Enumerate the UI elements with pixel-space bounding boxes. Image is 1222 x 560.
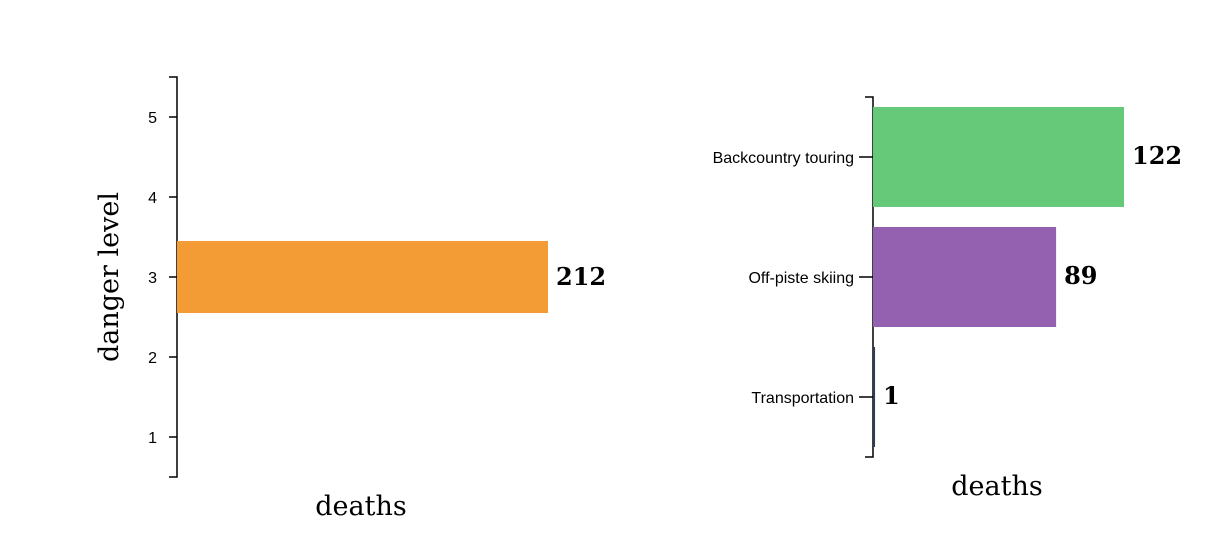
activity-x-axis-title: deaths	[951, 471, 1042, 502]
activity-bar-value-label: 1	[883, 381, 900, 410]
activity-tick-label: Off-piste skiing	[748, 270, 854, 287]
activity-tick-label: Transportation	[751, 390, 854, 407]
activity-bar	[873, 227, 1057, 327]
danger-level-bar	[177, 241, 548, 313]
danger-level-tick-label: 4	[148, 190, 157, 207]
activity-bar-value-label: 122	[1132, 141, 1182, 170]
activity-tick-label: Backcountry touring	[713, 150, 854, 167]
danger-level-tick-label: 2	[148, 350, 157, 367]
danger-level-tick-label: 5	[148, 110, 157, 127]
danger-level-bar-value-label: 212	[556, 262, 606, 291]
danger-level-chart: danger level deaths 1 2 3 212 4 5	[94, 76, 606, 522]
danger-level-y-axis-title: danger level	[94, 192, 125, 362]
danger-level-x-axis-title: deaths	[315, 491, 406, 522]
danger-level-tick-label: 1	[148, 430, 157, 447]
activity-chart: deaths Backcountry touring 122 Off-piste s…	[713, 96, 1182, 502]
activity-bar	[873, 347, 876, 447]
activity-bar	[873, 107, 1124, 207]
danger-level-tick-label: 3	[148, 270, 157, 287]
activity-bar-value-label: 89	[1064, 261, 1097, 290]
